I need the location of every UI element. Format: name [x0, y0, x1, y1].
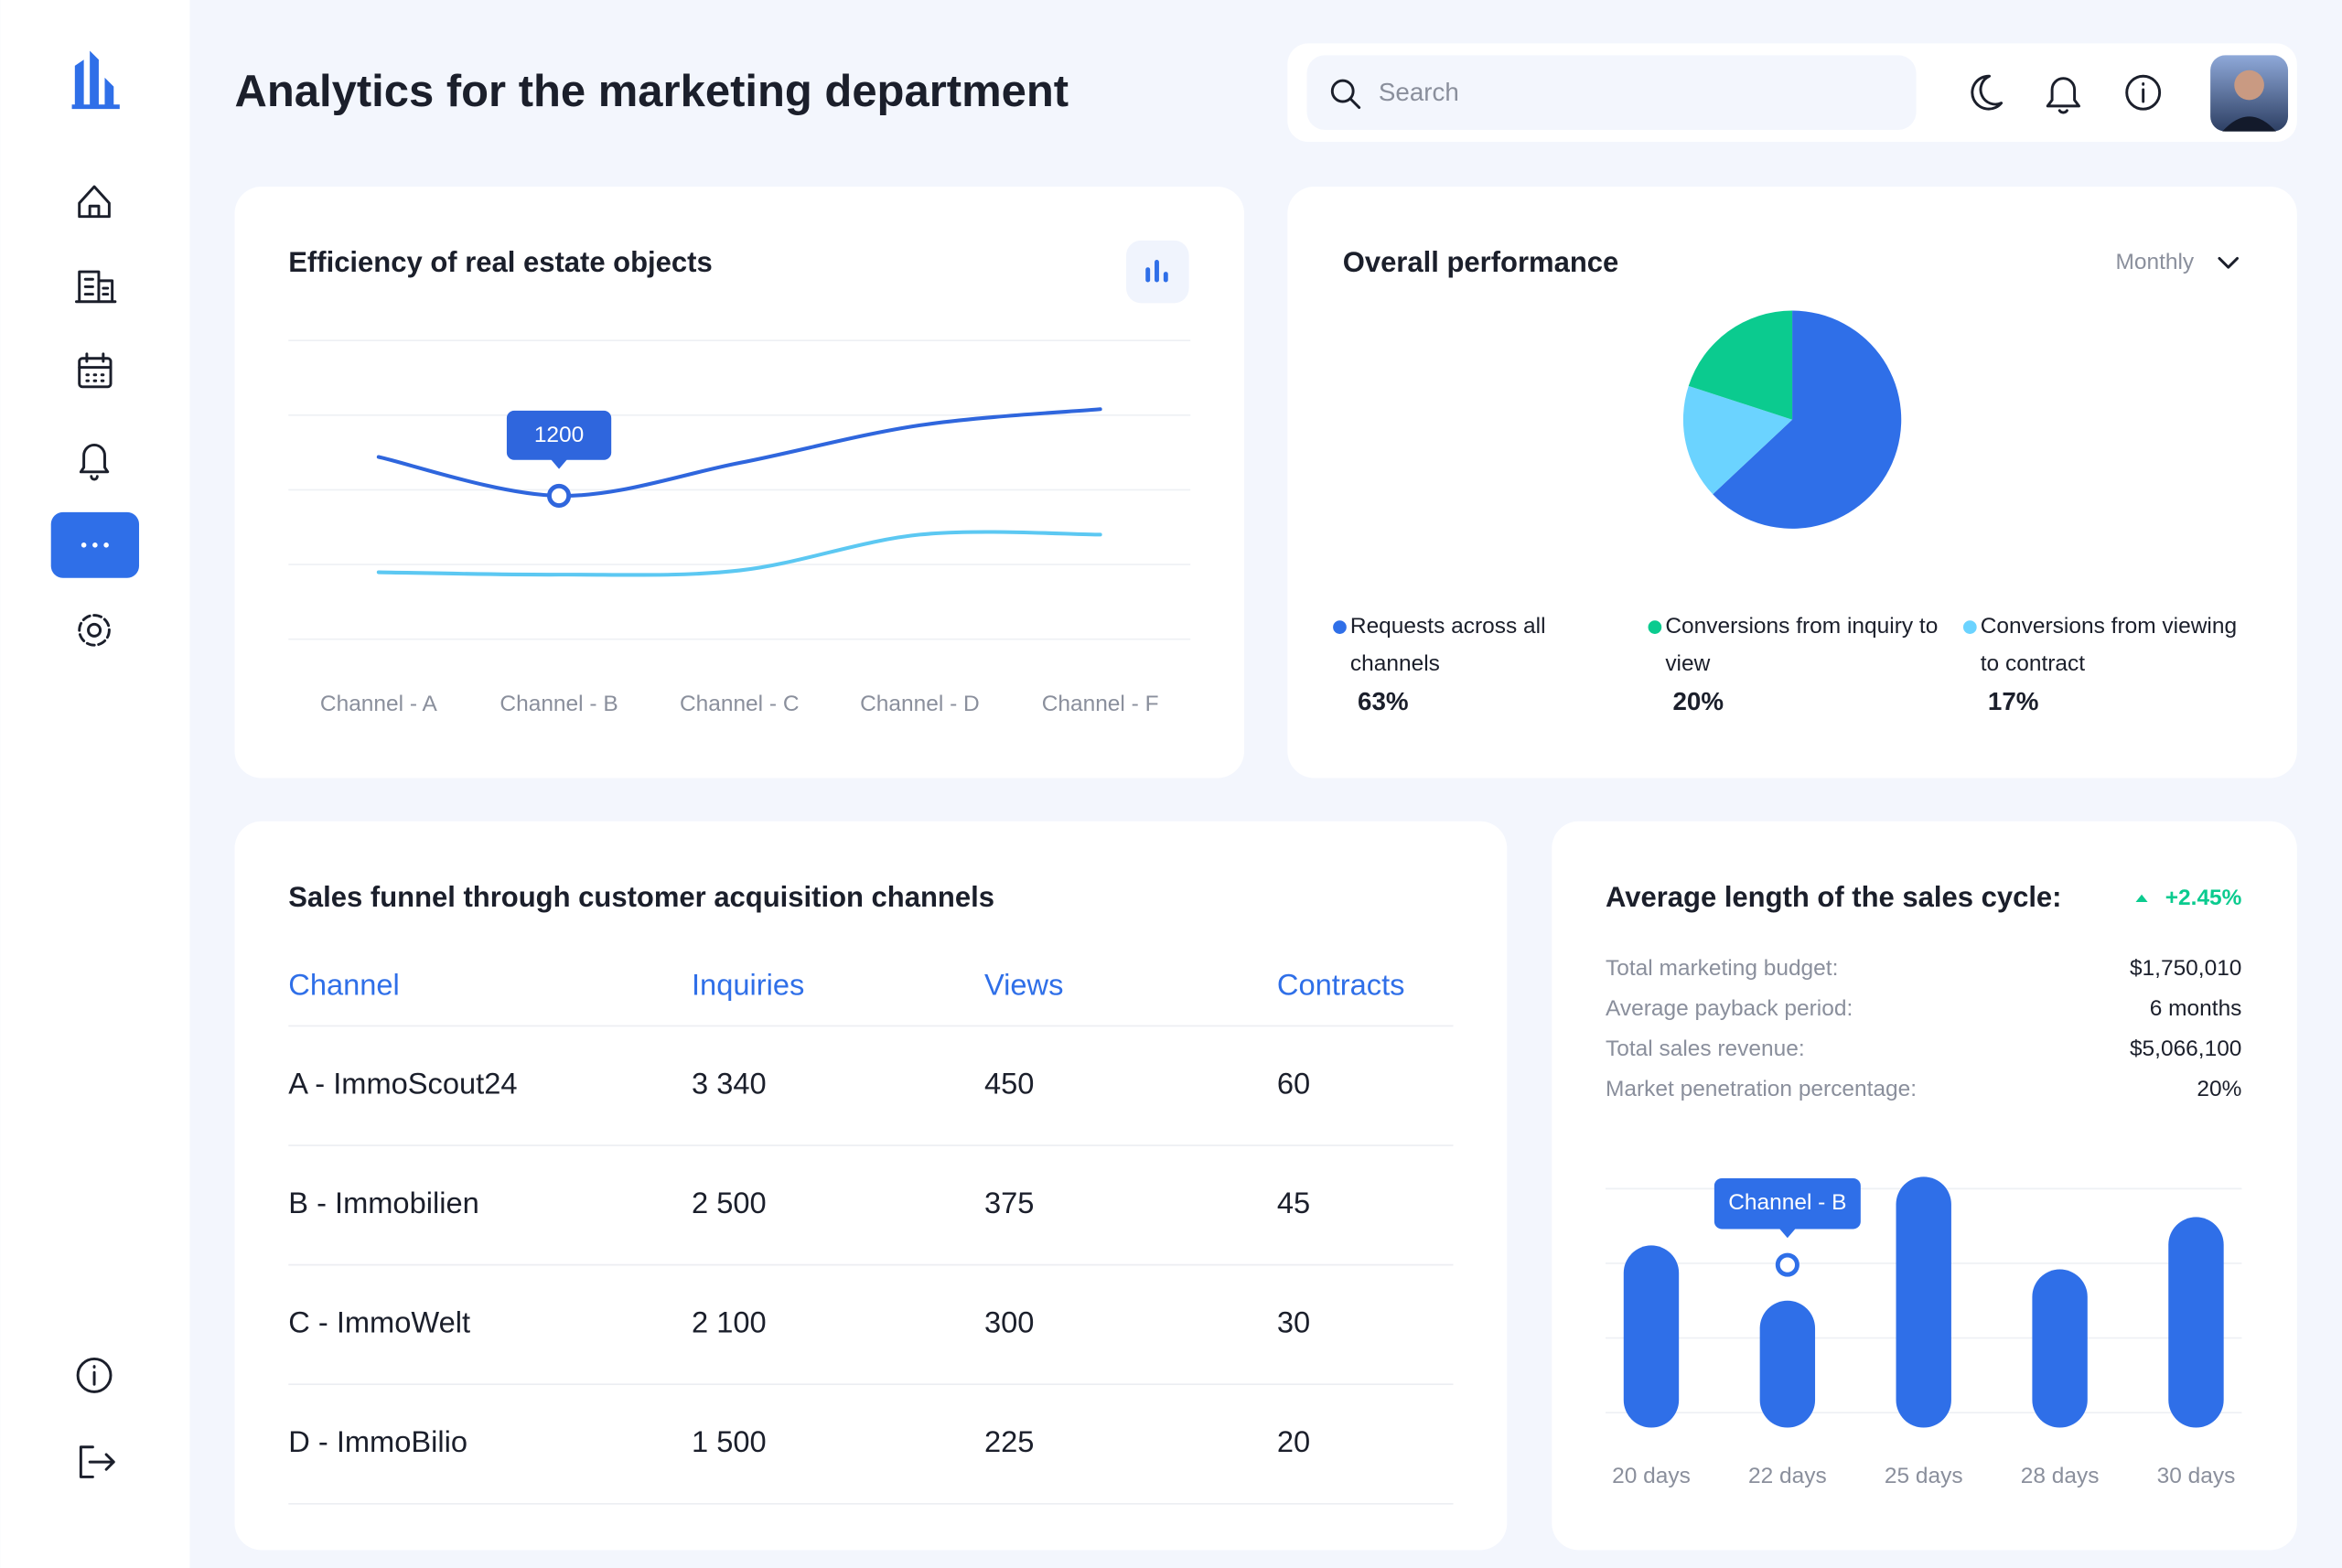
- legend-value: 20%: [1672, 687, 1724, 715]
- x-tick-label: 22 days: [1748, 1464, 1827, 1488]
- stat-value: $5,066,100: [2130, 1036, 2241, 1061]
- table-cell: B - Immobilien: [288, 1186, 479, 1219]
- legend-label-box: Conversions from inquiry to view: [1665, 613, 1939, 677]
- nav-info[interactable]: [76, 1357, 113, 1393]
- legend-dot: [1648, 620, 1662, 634]
- bar: [2168, 1217, 2224, 1428]
- table-cell: 20: [1277, 1424, 1310, 1458]
- nav-calendar[interactable]: [78, 352, 113, 389]
- bar: [1896, 1176, 1951, 1428]
- tooltip-label: 1200: [534, 423, 584, 447]
- column-header: Channel: [288, 968, 400, 1002]
- search-box[interactable]: [1306, 55, 1917, 131]
- card-title: Sales funnel through customer acquisitio…: [288, 881, 994, 913]
- period-dropdown[interactable]: Monthly: [2115, 250, 2194, 274]
- column-header: Contracts: [1277, 968, 1405, 1002]
- tooltip-pointer: [1778, 1227, 1797, 1239]
- x-tick-label: 30 days: [2157, 1464, 2236, 1488]
- search-placeholder: Search: [1379, 78, 1459, 106]
- stat-value: 20%: [2197, 1077, 2241, 1101]
- search-icon: [1330, 79, 1361, 110]
- x-tick-label: 28 days: [2021, 1464, 2100, 1488]
- table-cell: 225: [984, 1424, 1034, 1458]
- legend-value: 63%: [1358, 687, 1409, 715]
- card-title: Overall performance: [1343, 246, 1619, 278]
- nav-home[interactable]: [78, 185, 111, 219]
- bar: [2032, 1269, 2088, 1428]
- line-series: [376, 407, 1102, 498]
- card-title: Average length of the sales cycle:: [1606, 881, 2061, 913]
- legend-dot: [1962, 620, 1977, 634]
- bar: [1759, 1300, 1816, 1428]
- table-cell: D - ImmoBilio: [288, 1424, 467, 1458]
- nav-logout[interactable]: [79, 1445, 115, 1478]
- sidebar: [0, 0, 190, 1568]
- tooltip: [1714, 1177, 1861, 1230]
- table-cell: 3 340: [692, 1066, 767, 1100]
- legend-label: Conversions from inquiry to view: [1665, 613, 1939, 677]
- legend-label-box: Conversions from viewing to contract: [1980, 613, 2238, 677]
- x-tick-label: Channel - A: [320, 692, 438, 716]
- x-tick-label: Channel - C: [680, 692, 800, 716]
- legend-value: 17%: [1988, 687, 2039, 715]
- x-tick-label: 20 days: [1612, 1464, 1691, 1488]
- data-point: [546, 483, 572, 509]
- chart-type-icon: [1145, 260, 1168, 283]
- table-cell: 2 500: [692, 1186, 767, 1219]
- stat-value: 6 months: [2150, 996, 2242, 1021]
- pie-slice: [1688, 310, 1793, 420]
- nav-more-dots: [81, 542, 109, 548]
- table-cell: C - ImmoWelt: [288, 1305, 470, 1339]
- nav-settings[interactable]: [78, 614, 111, 647]
- notifications-button[interactable]: [2046, 77, 2080, 114]
- nav-buildings[interactable]: [74, 270, 117, 304]
- x-tick-label: Channel - F: [1042, 692, 1159, 716]
- theme-toggle[interactable]: [1971, 74, 2004, 111]
- trend-change: +2.45%: [2165, 886, 2242, 910]
- nav-notifications[interactable]: [79, 444, 110, 481]
- efficiency-card: [234, 187, 1244, 779]
- table-cell: 300: [984, 1305, 1034, 1339]
- legend-label: Requests across all channels: [1349, 613, 1546, 677]
- funnel-card: [234, 821, 1508, 1551]
- legend-label-box: Requests across all channels: [1349, 613, 1546, 677]
- avatar-figure: [2222, 70, 2276, 132]
- table-cell: 30: [1277, 1305, 1310, 1339]
- stat-label: Total marketing budget:: [1606, 956, 1838, 981]
- card-title: Efficiency of real estate objects: [288, 246, 712, 278]
- pie-slice: [1682, 385, 1793, 495]
- trend-up-icon: [2135, 894, 2148, 902]
- line-series: [376, 530, 1102, 577]
- legend-label: Conversions from viewing to contract: [1980, 613, 2238, 677]
- table-cell: 1 500: [692, 1424, 767, 1458]
- stat-value: $1,750,010: [2130, 956, 2241, 981]
- stat-label: Average payback period:: [1606, 996, 1853, 1021]
- column-header: Views: [984, 968, 1063, 1002]
- stat-label: Market penetration percentage:: [1606, 1077, 1917, 1101]
- table-cell: 60: [1277, 1066, 1310, 1100]
- x-tick-label: Channel - D: [860, 692, 980, 716]
- x-tick-label: Channel - B: [500, 692, 618, 716]
- tooltip-label: Channel - B: [1728, 1190, 1846, 1215]
- logo: [71, 50, 120, 110]
- legend-dot: [1333, 620, 1347, 634]
- x-tick-label: 25 days: [1885, 1464, 1963, 1488]
- data-point: [1775, 1252, 1799, 1277]
- table-cell: 2 100: [692, 1305, 767, 1339]
- page-title: Analytics for the marketing department: [234, 67, 1069, 116]
- table-cell: 45: [1277, 1186, 1310, 1219]
- tooltip: [506, 410, 612, 460]
- table-cell: 375: [984, 1186, 1034, 1219]
- bar: [1623, 1245, 1680, 1428]
- column-header: Inquiries: [692, 968, 804, 1002]
- info-button[interactable]: [2125, 74, 2162, 111]
- tooltip-pointer: [550, 458, 568, 469]
- table-cell: 450: [984, 1066, 1034, 1100]
- dropdown-arrow: [2218, 256, 2239, 269]
- stat-label: Total sales revenue:: [1606, 1036, 1805, 1061]
- table-cell: A - ImmoScout24: [288, 1066, 517, 1100]
- pie-slice: [1713, 310, 1902, 529]
